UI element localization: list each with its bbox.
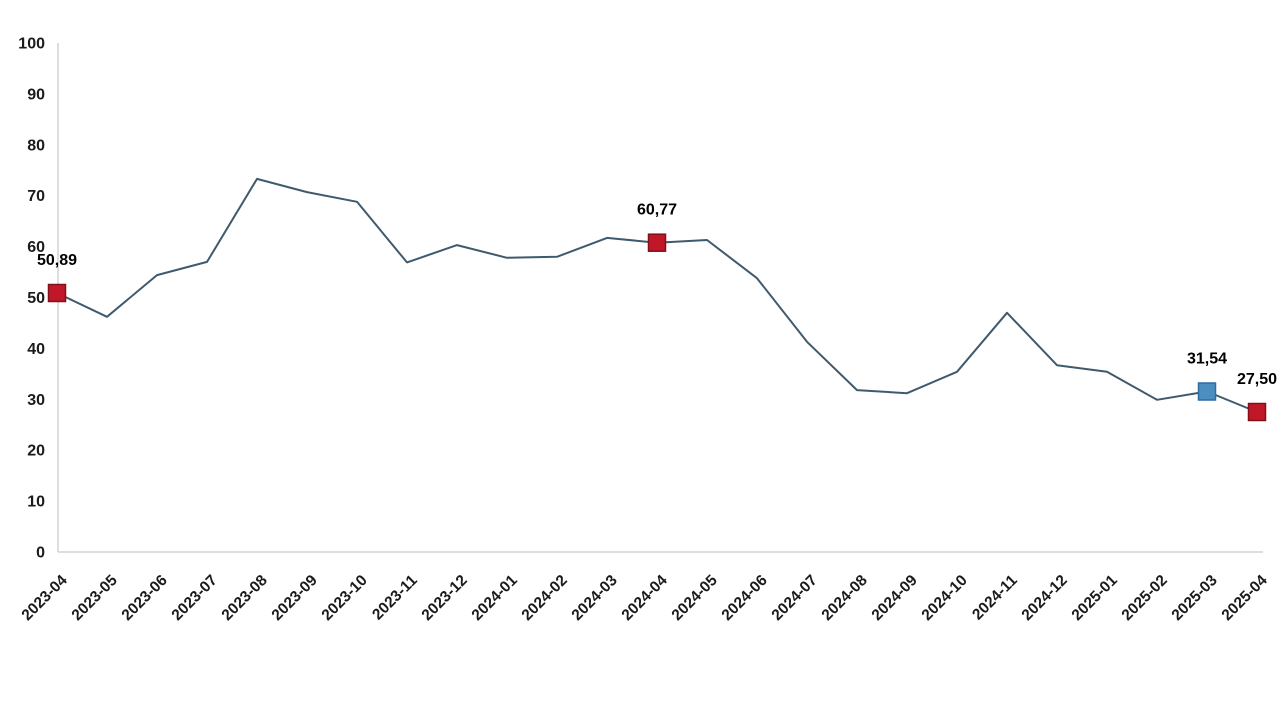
y-axis-label: 60 — [27, 239, 45, 256]
y-axis-label: 90 — [27, 86, 45, 103]
x-axis-label: 2025-01 — [1069, 572, 1122, 625]
x-axis-label: 2023-10 — [319, 572, 371, 624]
x-axis-label: 2024-09 — [869, 572, 922, 625]
y-axis-label: 30 — [27, 392, 45, 409]
x-axis-label: 2023-12 — [419, 572, 471, 624]
x-axis-label: 2025-02 — [1119, 572, 1171, 624]
x-axis-label: 2024-02 — [519, 572, 571, 624]
x-axis-label: 2023-09 — [269, 572, 322, 625]
y-axis-label: 100 — [18, 36, 45, 53]
y-axis-label: 70 — [27, 188, 45, 205]
data-point-label: 60,77 — [637, 202, 677, 219]
x-axis-label: 2024-03 — [569, 572, 622, 625]
x-axis-label: 2024-12 — [1019, 572, 1071, 624]
x-axis-label: 2024-04 — [619, 572, 672, 625]
x-axis-label: 2024-01 — [469, 572, 522, 625]
x-axis-label: 2023-05 — [69, 572, 122, 625]
x-axis-label: 2023-04 — [19, 572, 72, 625]
x-axis-label: 2024-06 — [719, 572, 772, 625]
data-point-marker — [1197, 382, 1217, 401]
y-axis-label: 0 — [36, 545, 45, 562]
x-axis-label: 2025-03 — [1169, 572, 1222, 625]
data-point-marker — [647, 233, 667, 252]
y-axis-label: 50 — [27, 290, 45, 307]
y-axis-label: 10 — [27, 494, 45, 511]
data-point-marker — [47, 283, 67, 303]
data-point-marker — [1247, 402, 1267, 422]
x-axis-label: 2023-11 — [369, 572, 421, 624]
data-point-label: 31,54 — [1187, 351, 1227, 368]
x-axis-label: 2023-08 — [219, 572, 272, 625]
x-axis-label: 2024-08 — [819, 572, 872, 625]
x-axis-label: 2025-04 — [1219, 572, 1272, 625]
x-axis-label: 2024-10 — [919, 572, 971, 624]
data-point-label: 50,89 — [37, 252, 77, 269]
y-axis-label: 40 — [27, 341, 45, 358]
x-axis-label: 2024-05 — [669, 572, 722, 625]
y-axis-label: 20 — [27, 443, 45, 460]
x-axis-label: 2023-06 — [119, 572, 172, 625]
x-axis-label: 2023-07 — [169, 572, 221, 624]
x-axis-label: 2024-07 — [769, 572, 821, 624]
data-point-label: 27,50 — [1237, 371, 1277, 388]
x-axis-label: 2024-11 — [969, 572, 1021, 624]
y-axis-label: 80 — [27, 137, 45, 154]
